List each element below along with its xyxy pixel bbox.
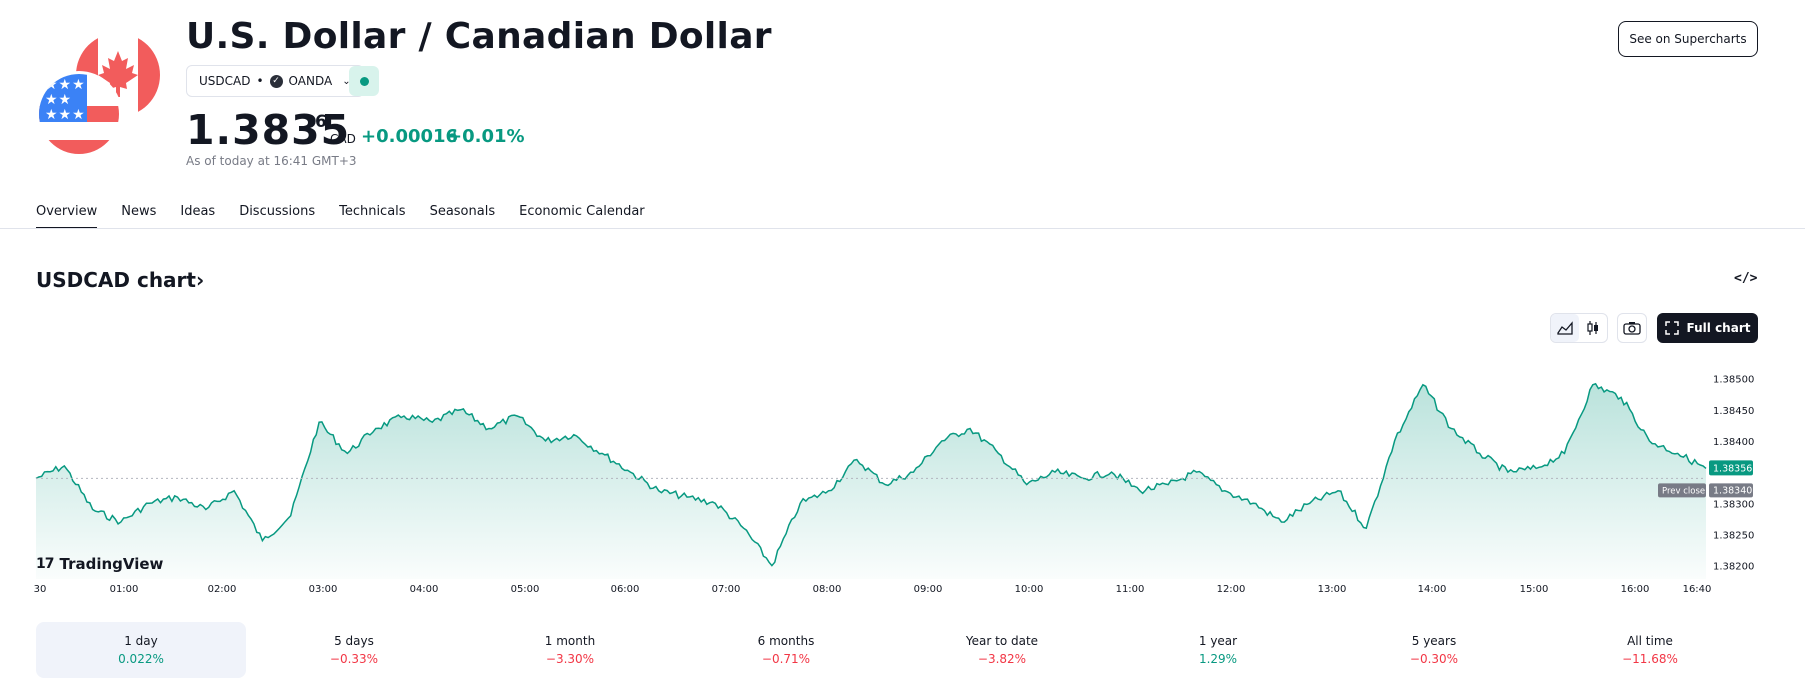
y-tick-label: 1.38400 — [1713, 437, 1754, 448]
period-6-months[interactable]: 6 months −0.71% — [678, 622, 894, 678]
prev-close-value-tag — [1709, 483, 1753, 498]
usa-flag-icon: ★★★ ★★ ★★★ — [36, 71, 122, 157]
x-tick-label: 16:40 — [1683, 584, 1712, 595]
y-tick-label: 1.38300 — [1713, 499, 1754, 510]
price-change: +0.00016 — [361, 126, 459, 147]
currency-flags: ★★★ ★★ ★★★ — [36, 33, 164, 157]
period-label: 5 years — [1411, 634, 1457, 648]
last-price-label: 1.38356 — [1713, 463, 1752, 474]
broker-label: OANDA — [288, 74, 333, 88]
price-superscript: 6 — [315, 112, 327, 132]
fullscreen-icon — [1664, 321, 1679, 335]
y-tick-label: 1.38250 — [1713, 530, 1754, 541]
tradingview-logo[interactable]: 17 TradingView — [36, 555, 163, 573]
period-year-to-date[interactable]: Year to date −3.82% — [894, 622, 1110, 678]
x-tick-label: 12:00 — [1217, 584, 1246, 595]
chevron-right-icon: › — [195, 268, 205, 292]
x-tick-label: 14:00 — [1418, 584, 1447, 595]
period-1-year[interactable]: 1 year 1.29% — [1110, 622, 1326, 678]
x-tick-label: 13:00 — [1318, 584, 1347, 595]
period-label: 6 months — [757, 634, 815, 648]
full-chart-label: Full chart — [1686, 321, 1751, 335]
price-line — [35, 382, 1707, 567]
period-value: 0.022% — [118, 652, 164, 666]
candles-icon[interactable] — [1579, 314, 1607, 342]
price-chart[interactable]: 1.38500 1.38450 1.38400 1.38300 1.38250 1.382… — [0, 355, 1805, 605]
x-tick-label: 06:00 — [611, 584, 640, 595]
tab-overview[interactable]: Overview — [36, 204, 98, 229]
see-on-supercharts-button[interactable]: See on Supercharts — [1618, 21, 1758, 57]
x-tick-label: 10:00 — [1015, 584, 1044, 595]
code-embed-icon[interactable]: </> — [1734, 271, 1758, 286]
period-label: 1 month — [544, 634, 596, 648]
symbol-label: USDCAD — [199, 74, 251, 88]
tab-news[interactable]: News — [121, 204, 157, 219]
camera-icon[interactable] — [1617, 313, 1647, 343]
period-5-days[interactable]: 5 days −0.33% — [246, 622, 462, 678]
price-change-percent: +0.01% — [447, 126, 525, 147]
performance-periods: 1 day 0.022% 5 days −0.33% 1 month −3.30… — [36, 622, 1758, 678]
tab-technicals[interactable]: Technicals — [339, 204, 406, 219]
full-chart-button[interactable]: Full chart — [1657, 313, 1758, 343]
tradingview-mark-icon: 17 — [36, 556, 55, 572]
prev-close-tag — [1658, 483, 1706, 498]
x-tick-label: 09:00 — [914, 584, 943, 595]
tab-economic-calendar[interactable]: Economic Calendar — [519, 204, 645, 219]
x-tick-label: 30 — [34, 584, 47, 595]
price-currency: CAD — [330, 132, 356, 146]
tab-divider — [0, 228, 1805, 229]
period-value: −0.33% — [329, 652, 379, 666]
chevron-down-icon: ⌄ — [342, 75, 351, 87]
period-all-time[interactable]: All time −11.68% — [1542, 622, 1758, 678]
period-5-years[interactable]: 5 years −0.30% — [1326, 622, 1542, 678]
y-tick-label: 1.38500 — [1713, 375, 1754, 386]
period-label: All time — [1627, 634, 1673, 648]
price-timestamp: As of today at 16:41 GMT+3 — [186, 154, 357, 168]
x-tick-label: 05:00 — [511, 584, 540, 595]
prev-close-text: Prev close — [1662, 486, 1705, 496]
last-price-tag — [1709, 460, 1753, 476]
period-label: 1 day — [124, 634, 158, 648]
x-tick-label: 02:00 — [208, 584, 237, 595]
x-tick-label: 08:00 — [813, 584, 842, 595]
tab-ideas[interactable]: Ideas — [180, 204, 216, 219]
tab-seasonals[interactable]: Seasonals — [429, 204, 496, 219]
symbol-exchange-selector[interactable]: USDCAD • ✓ OANDA ⌄ — [186, 65, 364, 97]
market-open-dot-icon — [360, 77, 369, 86]
tab-discussions[interactable]: Discussions — [239, 204, 316, 219]
period-value: −0.71% — [761, 652, 811, 666]
area-chart-icon[interactable] — [1551, 314, 1579, 342]
broker-logo-icon: ✓ — [269, 74, 283, 88]
chart-heading-text: USDCAD chart — [36, 268, 196, 292]
y-tick-label: 1.38200 — [1713, 562, 1754, 573]
page-title: U.S. Dollar / Canadian Dollar — [186, 16, 772, 57]
x-tick-label: 04:00 — [410, 584, 439, 595]
x-tick-label: 03:00 — [309, 584, 338, 595]
period-value: −3.30% — [545, 652, 595, 666]
tab-bar: Overview News Ideas Discussions Technica… — [36, 204, 645, 229]
x-tick-label: 16:00 — [1621, 584, 1650, 595]
period-label: 5 days — [334, 634, 374, 648]
chart-heading-link[interactable]: USDCAD chart› — [36, 268, 204, 292]
period-1-day[interactable]: 1 day 0.022% — [36, 622, 246, 678]
prev-close-value-label: 1.38340 — [1713, 485, 1752, 496]
period-value: −11.68% — [1622, 652, 1678, 666]
period-value: −0.30% — [1409, 652, 1459, 666]
chart-area-fill — [36, 383, 1706, 579]
x-tick-label: 07:00 — [712, 584, 741, 595]
period-1-month[interactable]: 1 month −3.30% — [462, 622, 678, 678]
x-tick-label: 01:00 — [110, 584, 139, 595]
market-status-badge[interactable] — [349, 66, 379, 96]
y-tick-label: 1.38450 — [1713, 406, 1754, 417]
x-tick-label: 11:00 — [1116, 584, 1145, 595]
tradingview-logo-text: TradingView — [59, 555, 164, 573]
separator-dot: • — [256, 74, 264, 88]
period-label: Year to date — [965, 634, 1039, 648]
period-value: −3.82% — [977, 652, 1027, 666]
period-label: 1 year — [1198, 634, 1238, 648]
period-value: 1.29% — [1198, 652, 1238, 666]
price-value: 1.3835 — [186, 106, 351, 154]
x-tick-label: 15:00 — [1520, 584, 1549, 595]
chart-style-toggle — [1550, 313, 1608, 343]
